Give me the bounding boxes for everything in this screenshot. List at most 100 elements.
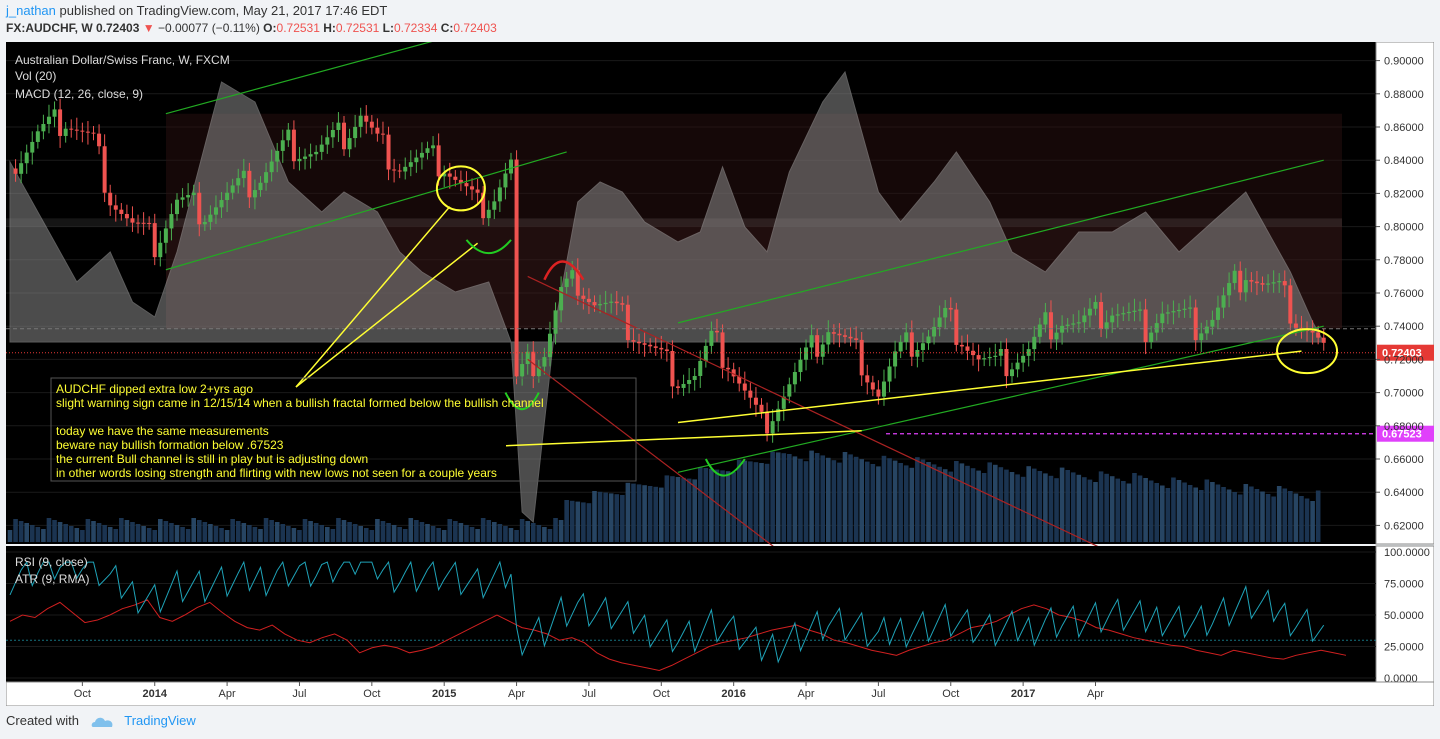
volume-bar xyxy=(319,525,325,542)
fractal-arc-green xyxy=(504,392,540,411)
x-tick-label: Jul xyxy=(871,688,885,700)
candle-body xyxy=(1037,324,1042,337)
candle-body xyxy=(932,326,937,337)
rsi-pane[interactable] xyxy=(6,546,1376,682)
candle-body xyxy=(1010,369,1014,377)
candle-body xyxy=(854,338,859,340)
candle-body xyxy=(1232,270,1237,284)
tradingview-link[interactable]: TradingView xyxy=(124,713,196,728)
candle-body xyxy=(1149,332,1154,343)
volume-bar xyxy=(915,457,920,542)
high-value: 0.72531 xyxy=(335,21,380,35)
candle-body xyxy=(1076,322,1081,324)
candle-body xyxy=(1093,301,1098,309)
volume-bar xyxy=(909,467,915,542)
volume-bar xyxy=(224,530,230,542)
volume-bar xyxy=(1065,470,1070,542)
volume-bar xyxy=(1193,487,1198,542)
candle-body xyxy=(213,207,218,215)
candle-body xyxy=(1293,323,1298,328)
y-tick-label: 0.70000 xyxy=(1384,388,1424,400)
volume-bar xyxy=(937,466,942,542)
x-tick-label: Jul xyxy=(582,688,596,700)
volume-bar xyxy=(870,464,876,542)
candle-body xyxy=(881,381,886,397)
candle-body xyxy=(843,335,847,337)
volume-bar xyxy=(575,501,581,542)
candle-body xyxy=(603,302,608,305)
volume-bar xyxy=(464,525,469,542)
volume-bar xyxy=(948,471,954,542)
close-value: 0.72403 xyxy=(453,21,497,35)
volume-bar xyxy=(564,500,569,542)
volume-bar xyxy=(620,495,625,542)
volume-bar xyxy=(1098,471,1104,542)
candle-body xyxy=(1199,333,1204,341)
time-axis[interactable] xyxy=(6,681,1434,706)
candle-body xyxy=(241,170,246,179)
candle-body xyxy=(41,124,46,132)
volume-bar xyxy=(547,529,553,542)
volume-bar xyxy=(1004,469,1009,542)
candle-body xyxy=(197,192,202,225)
volume-bar xyxy=(697,467,703,542)
y-tick-label: 0.78000 xyxy=(1384,255,1424,267)
candle-body xyxy=(920,343,925,350)
candle-body xyxy=(659,347,664,350)
candle-body xyxy=(1210,319,1215,327)
trading-chart[interactable]: 0.72403 0.67523 0.90000 0.88000 0.86000 0.84… xyxy=(6,42,1434,706)
volume-bar xyxy=(1226,489,1232,542)
shade-top xyxy=(166,113,1342,219)
candle-body xyxy=(202,221,207,225)
y-tick-label: 0.84000 xyxy=(1384,155,1424,167)
candle-body xyxy=(614,301,619,304)
candle-body xyxy=(887,366,892,382)
volume-bar xyxy=(163,521,169,542)
candle-body xyxy=(264,172,269,183)
candle-body xyxy=(230,185,235,193)
candle-body xyxy=(1271,282,1276,284)
volume-bar xyxy=(1265,494,1271,542)
volume-bar xyxy=(642,485,647,542)
candle-body xyxy=(1043,312,1048,325)
volume-bar xyxy=(1276,486,1282,542)
volume-bar xyxy=(714,469,720,542)
volume-bar xyxy=(308,521,313,542)
candle-body xyxy=(631,340,636,342)
volume-bar xyxy=(297,530,302,542)
candle-body xyxy=(375,127,380,134)
x-tick-label: 2017 xyxy=(1011,688,1035,700)
candle-body xyxy=(1215,307,1220,320)
volume-bar xyxy=(759,463,764,542)
candle-body xyxy=(442,173,447,177)
volume-bar xyxy=(1182,482,1187,542)
x-tick-label: Apr xyxy=(1087,688,1104,700)
volume-bar xyxy=(842,452,848,542)
volume-bar xyxy=(358,526,363,542)
candle-body xyxy=(124,213,129,219)
volume-bar xyxy=(1026,466,1031,542)
volume-bar xyxy=(380,521,386,542)
y-tick-label: 75.0000 xyxy=(1384,579,1424,591)
candle-body xyxy=(609,301,614,303)
y-tick-label: 0.66000 xyxy=(1384,454,1424,466)
volume-bar xyxy=(1198,490,1204,542)
volume-bar xyxy=(859,459,864,542)
volume-bar xyxy=(1282,488,1288,542)
volume-bar xyxy=(853,456,859,542)
volume-bar xyxy=(1243,484,1249,542)
candle-body xyxy=(1266,283,1271,285)
candle-body xyxy=(30,141,35,153)
volume-bar xyxy=(920,459,926,542)
candle-body xyxy=(781,396,786,409)
volume-bar xyxy=(809,450,814,542)
y-tick-label: 25.0000 xyxy=(1384,642,1424,654)
rsi-axis[interactable] xyxy=(1375,545,1434,683)
candle-body xyxy=(792,372,797,385)
candle-body xyxy=(186,195,191,198)
volume-bar xyxy=(1115,478,1121,542)
author-link[interactable]: j_nathan xyxy=(6,3,56,18)
price-axis[interactable] xyxy=(1375,42,1434,545)
x-tick-label: Apr xyxy=(508,688,525,700)
candle-body xyxy=(431,145,436,149)
